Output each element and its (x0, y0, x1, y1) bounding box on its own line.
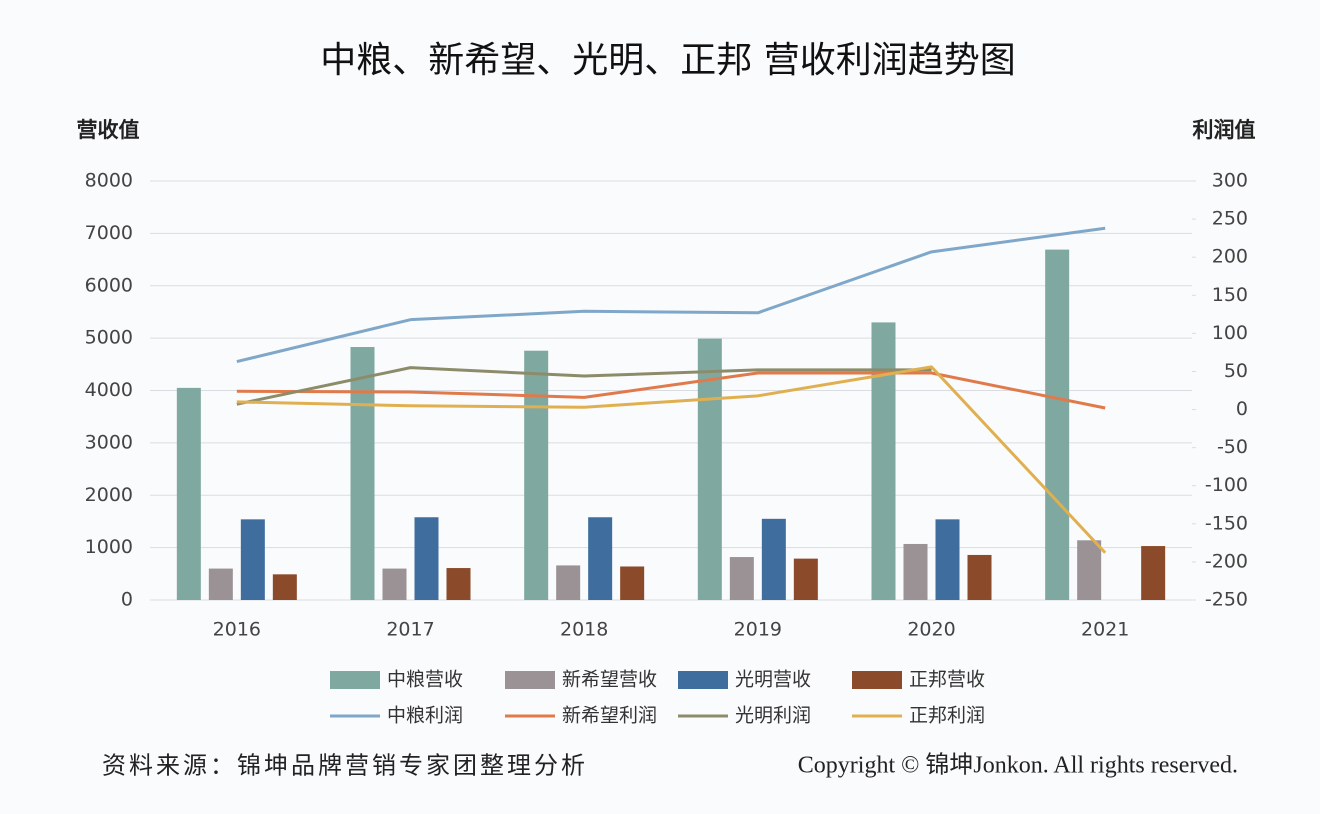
y-tick-label: 5000 (85, 327, 133, 349)
y2-tick-label: -50 (1217, 436, 1248, 458)
legend-label: 中粮营收 (387, 669, 463, 691)
bar (446, 568, 471, 600)
bar (871, 322, 896, 600)
bar (1141, 546, 1166, 600)
bar (556, 565, 581, 600)
x-tick-label: 2020 (907, 619, 955, 641)
legend-swatch (505, 671, 555, 689)
bar (903, 543, 928, 600)
bar (524, 350, 549, 600)
legend-label: 新希望营收 (562, 669, 657, 691)
y2-tick-label: -250 (1205, 589, 1248, 611)
y2-tick-label: 250 (1212, 208, 1248, 230)
y-tick-label: 4000 (85, 379, 133, 401)
x-tick-label: 2017 (386, 619, 434, 641)
y-tick-label: 7000 (85, 222, 133, 244)
x-tick-label: 2021 (1081, 619, 1129, 641)
y-axis-title: 营收值 (77, 118, 140, 142)
bar (176, 387, 201, 600)
y2-tick-label: 0 (1236, 398, 1248, 420)
source-note: 资料来源：锦坤品牌营销专家团整理分析 (102, 752, 588, 780)
legend-label: 中粮利润 (387, 705, 463, 727)
y-tick-label: 1000 (85, 536, 133, 558)
y-tick-label: 2000 (85, 484, 133, 506)
y2-tick-label: 100 (1212, 322, 1248, 344)
bar (729, 557, 754, 600)
bar (382, 568, 407, 600)
bar (793, 558, 818, 600)
bar (588, 517, 613, 600)
legend-swatch (330, 671, 380, 689)
bar (967, 554, 992, 600)
y2-tick-label: -150 (1205, 512, 1248, 534)
bar (240, 519, 265, 600)
bar (620, 566, 645, 600)
x-tick-label: 2018 (560, 619, 608, 641)
y2-tick-label: 200 (1212, 246, 1248, 268)
legend-label: 正邦利润 (909, 705, 985, 727)
x-tick-label: 2019 (734, 619, 782, 641)
y-tick-label: 6000 (85, 274, 133, 296)
bar (272, 574, 297, 600)
bar (935, 519, 960, 600)
profit-line (236, 366, 932, 406)
bar (414, 517, 439, 600)
y2-tick-label: -200 (1205, 550, 1248, 572)
y-tick-label: 3000 (85, 431, 133, 453)
y2-tick-label: 150 (1212, 284, 1248, 306)
y-tick-label: 0 (121, 589, 133, 611)
legend-label: 光明营收 (735, 669, 811, 691)
profit-line (236, 226, 1106, 364)
profit-line (236, 371, 1106, 410)
y2-tick-label: -100 (1205, 474, 1248, 496)
y2-axis-title: 利润值 (1193, 118, 1256, 142)
copyright-note: Copyright © 锦坤Jonkon. All rights reserve… (798, 752, 1238, 779)
legend-swatch (852, 671, 902, 689)
y-tick-label: 8000 (85, 170, 133, 192)
bar (1077, 540, 1102, 600)
bar (350, 347, 375, 600)
profit-line (236, 365, 1107, 554)
bar (761, 518, 786, 600)
legend-label: 新希望利润 (562, 705, 657, 727)
bar (208, 568, 233, 600)
legend-label: 正邦营收 (909, 669, 985, 691)
legend-swatch (678, 671, 728, 689)
y2-tick-label: 300 (1212, 170, 1248, 192)
chart-title: 中粮、新希望、光明、正邦 营收利润趋势图 (320, 40, 1015, 81)
y2-tick-label: 50 (1224, 360, 1248, 382)
x-tick-label: 2016 (213, 619, 261, 641)
bar (1045, 249, 1070, 600)
legend-label: 光明利润 (735, 705, 811, 727)
